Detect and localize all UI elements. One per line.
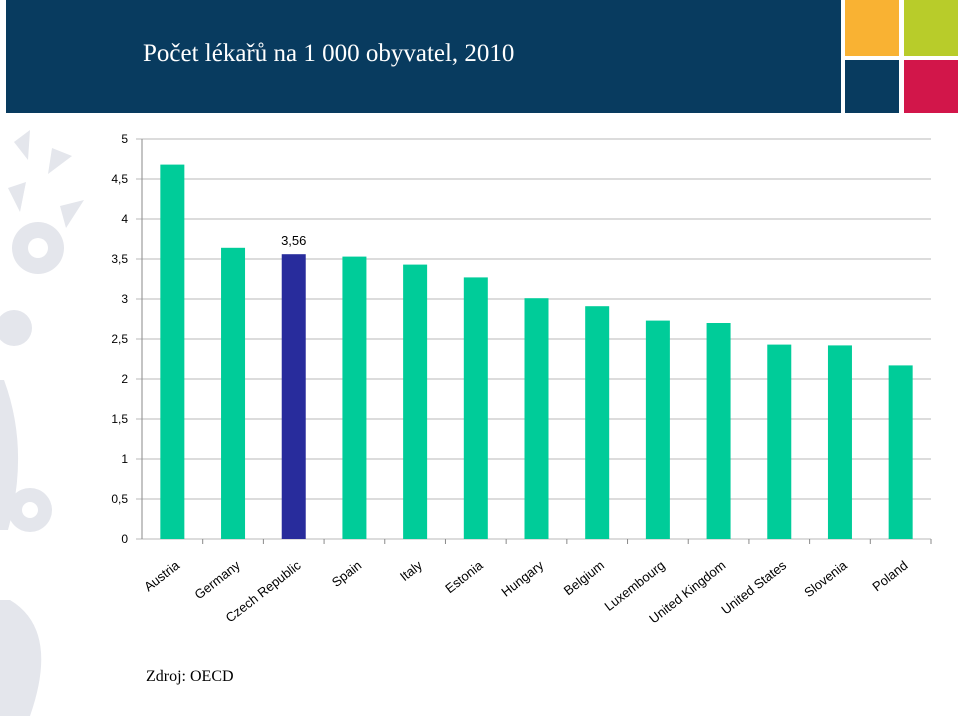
x-tick-label: Germany: [192, 557, 244, 602]
tile-red: [904, 60, 958, 113]
x-tick-label: Estonia: [442, 557, 486, 596]
header-banner: [6, 0, 841, 113]
x-tick-label: Austria: [141, 557, 183, 594]
y-tick-label: 4: [121, 212, 128, 226]
y-tick-label: 1,5: [111, 412, 128, 426]
y-tick-label: 1: [121, 452, 128, 466]
bar-luxembourg: [645, 320, 670, 539]
x-tick-label: Hungary: [498, 557, 546, 599]
bar-united-kingdom: [706, 323, 731, 539]
x-tick-label: Italy: [397, 557, 425, 584]
bar-hungary: [524, 298, 549, 539]
y-tick-label: 2: [121, 372, 128, 386]
bar-belgium: [585, 306, 610, 539]
y-tick-label: 0,5: [111, 492, 128, 506]
bar-poland: [888, 365, 913, 539]
y-tick-label: 0: [121, 532, 128, 546]
x-tick-label: Poland: [869, 558, 910, 595]
tile-navy: [845, 60, 899, 113]
y-tick-label: 3,5: [111, 252, 128, 266]
x-tick-label: Belgium: [561, 558, 607, 599]
bar-italy: [403, 264, 428, 539]
source-note: Zdroj: OECD: [146, 668, 234, 685]
data-label: 3,56: [281, 233, 306, 248]
bar-czech-republic: [281, 254, 306, 539]
x-tick-label: United States: [718, 557, 789, 617]
tile-green: [904, 0, 958, 56]
x-tick-label: Spain: [329, 558, 364, 590]
y-tick-label: 5: [121, 132, 128, 146]
tile-orange: [845, 0, 899, 56]
bar-germany: [221, 247, 246, 540]
bar-spain: [342, 256, 367, 539]
bar-austria: [160, 164, 185, 539]
x-tick-label: Slovenia: [801, 557, 850, 600]
y-tick-label: 2,5: [111, 332, 128, 346]
slide-title: Počet lékařů na 1 000 obyvatel, 2010: [143, 40, 515, 67]
y-tick-label: 4,5: [111, 172, 128, 186]
decorative-logo-watermark: [0, 130, 84, 716]
bar-estonia: [463, 277, 488, 539]
bar-slovenia: [827, 345, 852, 539]
y-tick-label: 3: [121, 292, 128, 306]
bar-united-states: [767, 344, 792, 539]
